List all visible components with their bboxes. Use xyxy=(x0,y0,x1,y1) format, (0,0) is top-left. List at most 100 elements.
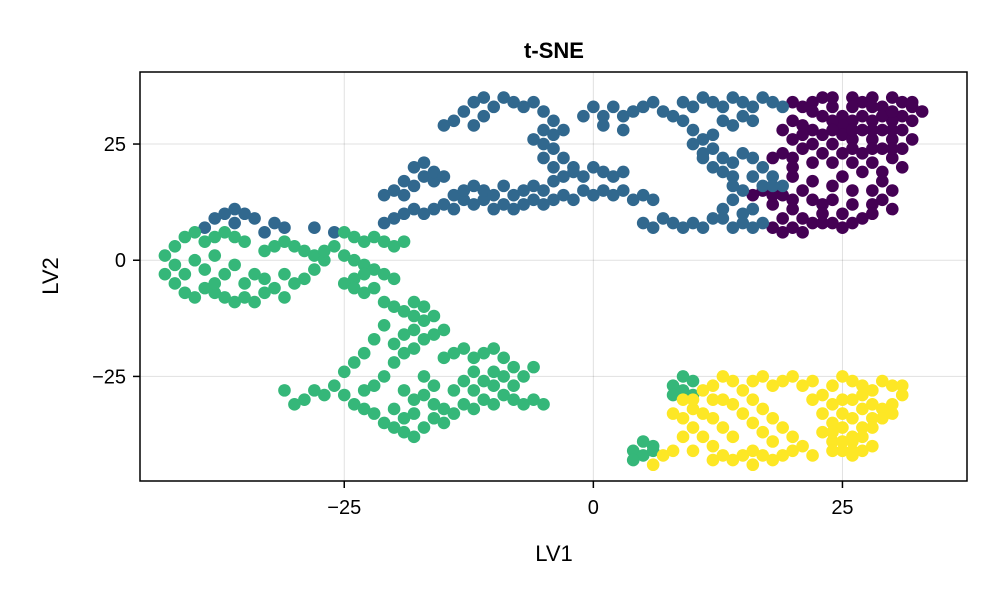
data-point xyxy=(706,411,720,425)
data-point xyxy=(826,444,839,458)
data-point xyxy=(846,216,859,230)
data-point xyxy=(347,253,361,267)
data-point xyxy=(816,407,829,420)
data-point xyxy=(597,184,610,197)
data-point xyxy=(866,91,879,104)
data-point xyxy=(337,388,351,402)
data-point xyxy=(547,160,560,174)
data-point xyxy=(666,444,680,458)
data-point xyxy=(726,179,740,193)
data-point xyxy=(686,137,700,151)
data-point xyxy=(756,370,770,383)
data-point xyxy=(806,123,819,137)
data-point xyxy=(457,105,471,118)
data-point xyxy=(407,202,421,216)
data-point xyxy=(387,421,401,434)
data-point xyxy=(876,402,889,416)
data-point xyxy=(746,151,760,165)
data-point xyxy=(467,198,481,211)
data-point xyxy=(816,147,829,160)
data-point xyxy=(726,193,740,207)
data-point xyxy=(318,244,331,258)
data-point xyxy=(457,398,471,411)
data-point xyxy=(646,193,660,207)
data-point xyxy=(746,170,760,183)
data-point xyxy=(766,170,780,183)
data-point xyxy=(856,212,869,225)
data-point xyxy=(457,374,471,388)
data-point xyxy=(258,226,271,239)
data-point xyxy=(706,160,720,174)
data-point xyxy=(537,151,550,165)
data-point xyxy=(846,393,859,406)
data-point xyxy=(696,221,710,234)
data-point xyxy=(327,226,341,239)
data-point xyxy=(308,249,321,262)
data-point xyxy=(746,458,760,472)
data-point xyxy=(437,402,451,416)
data-point xyxy=(846,142,859,155)
data-point xyxy=(796,128,809,142)
data-point xyxy=(427,165,441,179)
y-tick-label: 25 xyxy=(104,134,126,156)
data-point xyxy=(885,105,899,118)
data-point xyxy=(198,281,212,295)
data-point xyxy=(447,188,461,202)
data-point xyxy=(557,188,570,202)
data-point xyxy=(477,393,491,406)
data-point xyxy=(606,170,620,183)
data-point xyxy=(407,342,421,355)
data-point xyxy=(836,119,849,132)
data-point xyxy=(726,221,740,234)
plot-frame xyxy=(139,71,968,482)
data-point xyxy=(726,156,740,169)
data-point xyxy=(746,202,760,216)
data-point xyxy=(636,216,650,230)
data-point xyxy=(347,356,361,369)
data-point xyxy=(517,398,530,411)
data-point xyxy=(756,91,770,104)
data-point xyxy=(826,137,839,151)
data-point xyxy=(387,212,401,225)
data-point xyxy=(427,202,441,216)
data-point xyxy=(407,430,421,444)
data-point xyxy=(806,374,819,388)
data-point xyxy=(796,439,809,453)
data-point xyxy=(686,216,700,230)
data-point xyxy=(298,272,311,286)
data-point xyxy=(726,430,740,444)
data-point xyxy=(826,100,839,114)
data-point xyxy=(377,235,391,248)
data-point xyxy=(427,174,441,188)
data-point xyxy=(417,314,431,327)
x-tick-label: 25 xyxy=(831,497,853,519)
data-point xyxy=(218,291,231,304)
data-point xyxy=(168,277,182,290)
data-point xyxy=(846,444,859,458)
data-point xyxy=(876,109,889,123)
data-point xyxy=(238,277,251,290)
data-point xyxy=(278,384,291,397)
data-point xyxy=(866,100,879,114)
data-point xyxy=(915,105,929,118)
data-point xyxy=(736,449,750,462)
data-point xyxy=(288,239,301,253)
data-point xyxy=(537,105,550,118)
data-point xyxy=(856,430,869,444)
data-point xyxy=(417,332,431,346)
data-point xyxy=(258,272,271,286)
data-point xyxy=(616,109,630,123)
data-point xyxy=(806,95,819,109)
data-point xyxy=(716,393,730,406)
data-point xyxy=(876,174,889,188)
data-point xyxy=(826,91,839,104)
data-point xyxy=(517,184,530,197)
data-point xyxy=(427,411,441,425)
data-point xyxy=(387,272,401,286)
data-point xyxy=(676,221,690,234)
data-point xyxy=(248,295,261,309)
data-point xyxy=(766,221,780,234)
data-point xyxy=(766,95,780,109)
data-point xyxy=(676,411,690,425)
data-point xyxy=(497,351,510,365)
